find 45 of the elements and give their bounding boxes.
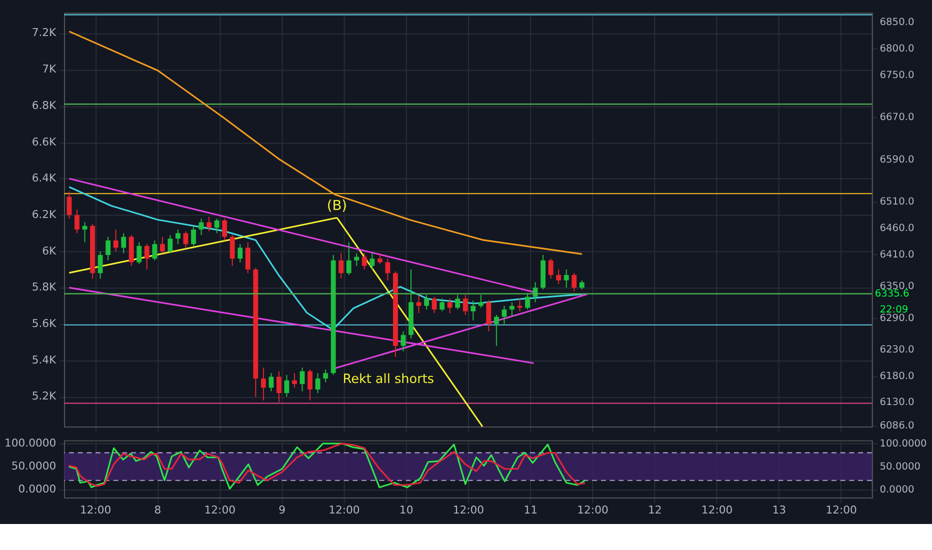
x-tick-label: 12:00 bbox=[452, 504, 484, 517]
y2-tick-label: 6180.0 bbox=[880, 370, 914, 382]
y2-tick-label: 6850.0 bbox=[880, 17, 914, 28]
y2-tick-label: 6290.0 bbox=[880, 312, 914, 324]
x-tick-label: 10 bbox=[399, 504, 414, 517]
y-tick-label: 6.8K bbox=[32, 98, 58, 112]
y-tick-label: 0.0000 bbox=[18, 482, 56, 496]
y-tick-label: 6.6K bbox=[32, 135, 58, 148]
y-tick-label: 5.4K bbox=[32, 353, 58, 366]
x-tick-label: 9 bbox=[278, 504, 286, 517]
y2-tick-label: 0.0000 bbox=[880, 484, 914, 496]
y2-tick-label: 6750.0 bbox=[880, 70, 914, 81]
y-tick-label: 7K bbox=[42, 62, 58, 76]
y2-tick-label: 6590.0 bbox=[880, 154, 914, 166]
y-tick-label: 7.2K bbox=[32, 26, 58, 40]
annotation: Rekt all shorts bbox=[342, 372, 434, 387]
x-tick-label: 11 bbox=[524, 504, 538, 517]
y2-tick-label: 100.0000 bbox=[880, 438, 927, 450]
x-tick-label: 12:00 bbox=[80, 504, 112, 517]
y-tick-label: 100.0000 bbox=[4, 436, 56, 450]
y2-tick-label: 6460.0 bbox=[880, 223, 914, 234]
x-tick-label: 12:00 bbox=[577, 504, 608, 517]
x-tick-label: 12:00 bbox=[701, 504, 733, 517]
x-tick-label: 12:00 bbox=[328, 504, 360, 517]
y-tick-label: 6.4K bbox=[32, 172, 58, 185]
y-tick-label: 5.2K bbox=[32, 390, 58, 403]
x-tick-label: 12:00 bbox=[204, 504, 236, 517]
x-tick-label: 12:00 bbox=[826, 504, 858, 517]
y2-tick-label: 6410.0 bbox=[880, 249, 914, 260]
y2-tick-label: 6230.0 bbox=[880, 344, 914, 356]
y-tick-label: 6K bbox=[42, 244, 58, 258]
x-tick-label: 12 bbox=[648, 504, 662, 517]
y-tick-label: 5.6K bbox=[32, 316, 58, 330]
x-tick-label: 13 bbox=[772, 504, 786, 517]
y-tick-label: 50.0000 bbox=[11, 460, 56, 473]
annotation: (B) bbox=[326, 198, 348, 214]
y2-tick-label: 50.0000 bbox=[880, 462, 921, 473]
y-tick-label: 5.8K bbox=[32, 280, 58, 294]
y2-tick-label: 6670.0 bbox=[880, 112, 914, 124]
y2-tick-label: 6800.0 bbox=[880, 44, 914, 55]
x-tick-label: 8 bbox=[154, 504, 162, 517]
y2-tick-label: 6086.0 bbox=[880, 420, 914, 432]
y2-tick-label: 6510.0 bbox=[880, 196, 914, 208]
y-tick-label: 6.2K bbox=[32, 208, 58, 221]
y2-tick-label: 6130.0 bbox=[880, 397, 914, 408]
